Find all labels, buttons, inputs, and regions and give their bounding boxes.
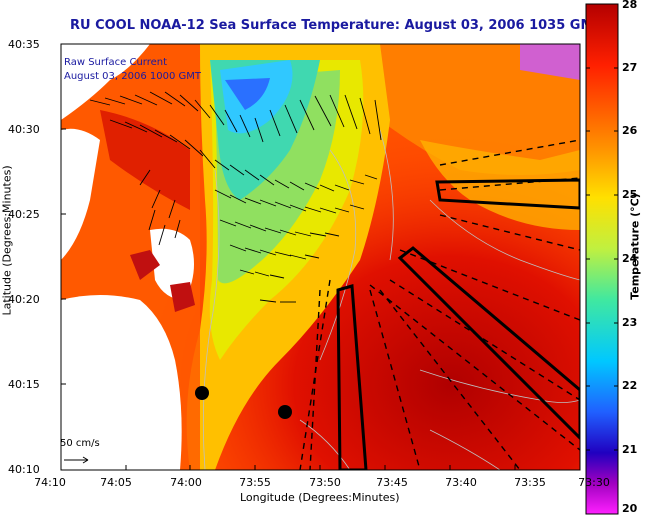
colorbar-tick-label: 25 xyxy=(622,188,638,201)
x-tick-label: 73:40 xyxy=(445,476,477,489)
x-tick-label: 73:50 xyxy=(309,476,341,489)
y-tick-label: 40:25 xyxy=(8,208,40,221)
x-tick-label: 74:10 xyxy=(34,476,66,489)
y-tick-label: 40:10 xyxy=(8,463,40,476)
land-northwest xyxy=(61,44,150,120)
x-tick-label: 73:55 xyxy=(239,476,271,489)
colorbar-tick-label: 26 xyxy=(622,124,638,137)
station-marker-1 xyxy=(195,386,209,400)
colorbar-title: Temperature (°C) xyxy=(628,193,642,300)
current-vectors xyxy=(89,91,382,303)
y-tick-label: 40:20 xyxy=(8,293,40,306)
y-tick-label: 40:35 xyxy=(8,38,40,51)
colorbar-tick-label: 20 xyxy=(622,502,638,515)
colorbar-tick-label: 24 xyxy=(622,252,638,265)
y-tick-label: 40:30 xyxy=(8,123,40,136)
map-title: RU COOL NOAA-12 Sea Surface Temperature:… xyxy=(70,18,603,33)
colorbar-tick-label: 21 xyxy=(622,443,638,456)
y-axis-title: Latitude (Degrees:Minutes) xyxy=(0,165,14,316)
colorbar-tick-label: 22 xyxy=(622,379,638,392)
x-tick-label: 73:35 xyxy=(514,476,546,489)
x-tick-label: 74:00 xyxy=(170,476,202,489)
colorbar xyxy=(585,3,619,515)
x-tick-label: 74:05 xyxy=(100,476,132,489)
x-tick-label: 73:30 xyxy=(578,476,610,489)
scale-arrow-label: 50 cm/s xyxy=(60,438,100,449)
colorbar-tick-label: 28 xyxy=(622,0,638,11)
y-tick-label: 40:15 xyxy=(8,378,40,391)
temperature-field xyxy=(61,44,580,470)
colorbar-tick-label: 27 xyxy=(622,61,638,74)
station-marker-2 xyxy=(278,405,292,419)
x-axis-title: Longitude (Degrees:Minutes) xyxy=(240,491,400,504)
legend-line-2: August 03, 2006 1000 GMT xyxy=(64,71,201,82)
land-west xyxy=(61,295,182,470)
scale-arrow xyxy=(64,456,89,464)
colorbar-tick-label: 23 xyxy=(622,316,638,329)
x-tick-label: 73:45 xyxy=(376,476,408,489)
legend-line-1: Raw Surface Current xyxy=(64,57,168,68)
